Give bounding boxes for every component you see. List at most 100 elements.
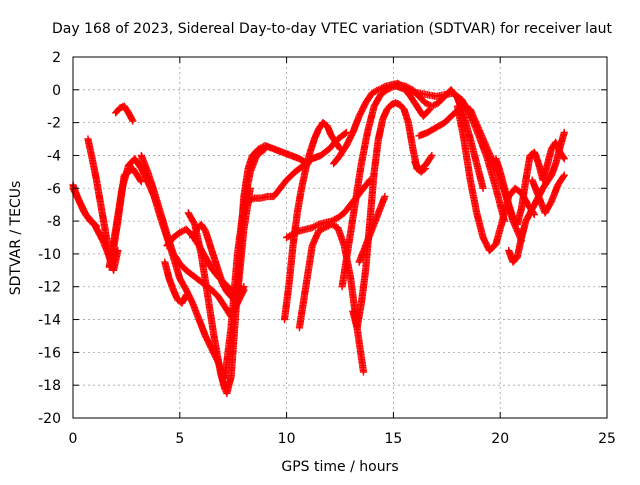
y-axis-label: SDTVAR / TECUs <box>8 181 24 296</box>
data-point <box>351 161 365 209</box>
y-tick-label: -12 <box>38 280 61 296</box>
y-tick-label: -20 <box>38 411 61 427</box>
data-point <box>283 231 295 242</box>
series-track-v <box>453 102 538 255</box>
data-point <box>428 151 436 160</box>
data-point <box>189 271 202 283</box>
data-point <box>289 228 302 238</box>
data-point <box>368 87 381 97</box>
data-point <box>473 160 487 191</box>
data-point <box>216 368 228 391</box>
data-point <box>118 163 132 192</box>
data-point <box>92 176 105 207</box>
data-point <box>327 220 340 231</box>
data-point <box>541 199 555 217</box>
data-point <box>244 195 257 205</box>
data-point <box>475 125 491 151</box>
data-point <box>169 250 183 266</box>
data-point <box>184 209 198 227</box>
data-point <box>92 222 101 230</box>
data-point <box>381 192 389 201</box>
x-tick-label: 0 <box>69 431 78 447</box>
data-point <box>342 128 351 137</box>
data-point <box>539 163 551 184</box>
y-tick-label: -16 <box>38 345 61 361</box>
data-point <box>129 117 137 125</box>
data-point <box>368 210 382 233</box>
data-layer <box>69 79 568 397</box>
data-point <box>280 284 293 324</box>
series-track-p <box>330 79 434 168</box>
data-point <box>340 202 354 217</box>
y-tick-label: -2 <box>47 116 61 132</box>
data-point <box>483 155 500 191</box>
data-point <box>349 114 363 137</box>
data-point <box>163 235 177 250</box>
data-point <box>509 254 520 266</box>
x-tick-label: 25 <box>598 431 616 447</box>
data-point <box>302 243 316 291</box>
data-point <box>112 186 126 233</box>
data-point <box>526 149 537 160</box>
data-point <box>227 317 239 381</box>
y-tick-label: -10 <box>38 247 61 263</box>
data-point <box>453 102 468 142</box>
data-point <box>338 243 352 291</box>
data-point <box>169 230 183 242</box>
data-point <box>197 250 211 297</box>
data-point <box>210 332 224 375</box>
data-point <box>374 194 388 217</box>
data-point <box>344 202 359 250</box>
data-point <box>492 219 506 248</box>
data-point <box>270 185 283 201</box>
data-point <box>327 132 339 145</box>
data-point <box>554 173 567 189</box>
x-tick-label: 10 <box>278 431 296 447</box>
data-point <box>291 162 307 176</box>
data-point <box>547 182 561 205</box>
data-point <box>357 268 369 307</box>
data-point <box>560 155 568 163</box>
plot-frame <box>72 56 608 419</box>
data-point <box>449 89 465 103</box>
data-point <box>73 192 87 214</box>
data-point <box>137 151 151 174</box>
data-point <box>334 129 349 143</box>
data-point <box>362 227 376 250</box>
series-track-b <box>84 135 122 274</box>
data-point <box>539 179 550 192</box>
x-tick-label: 15 <box>384 431 402 447</box>
data-point <box>483 145 499 171</box>
series-track-u <box>411 151 436 174</box>
y-tick-label: -8 <box>47 214 61 230</box>
data-point <box>560 171 568 179</box>
data-point <box>336 143 350 160</box>
data-point <box>137 178 145 186</box>
data-point <box>223 374 235 397</box>
data-point <box>466 135 480 166</box>
data-point <box>157 209 171 237</box>
data-point <box>334 210 347 222</box>
data-point <box>124 109 136 124</box>
data-point <box>236 194 248 258</box>
data-point <box>174 296 185 306</box>
data-point <box>88 155 100 183</box>
data-point <box>543 172 555 186</box>
data-point <box>496 168 508 191</box>
data-point <box>204 291 218 338</box>
data-point <box>460 135 474 183</box>
data-point <box>513 205 525 228</box>
data-point <box>197 220 209 234</box>
data-point <box>231 292 243 304</box>
data-point <box>176 274 189 293</box>
data-point <box>189 299 202 322</box>
data-point <box>543 146 555 169</box>
series-track-y <box>528 171 568 217</box>
data-point <box>428 100 441 110</box>
data-point <box>295 284 310 332</box>
data-point <box>150 188 164 215</box>
data-point <box>276 177 290 192</box>
data-point <box>302 150 314 173</box>
